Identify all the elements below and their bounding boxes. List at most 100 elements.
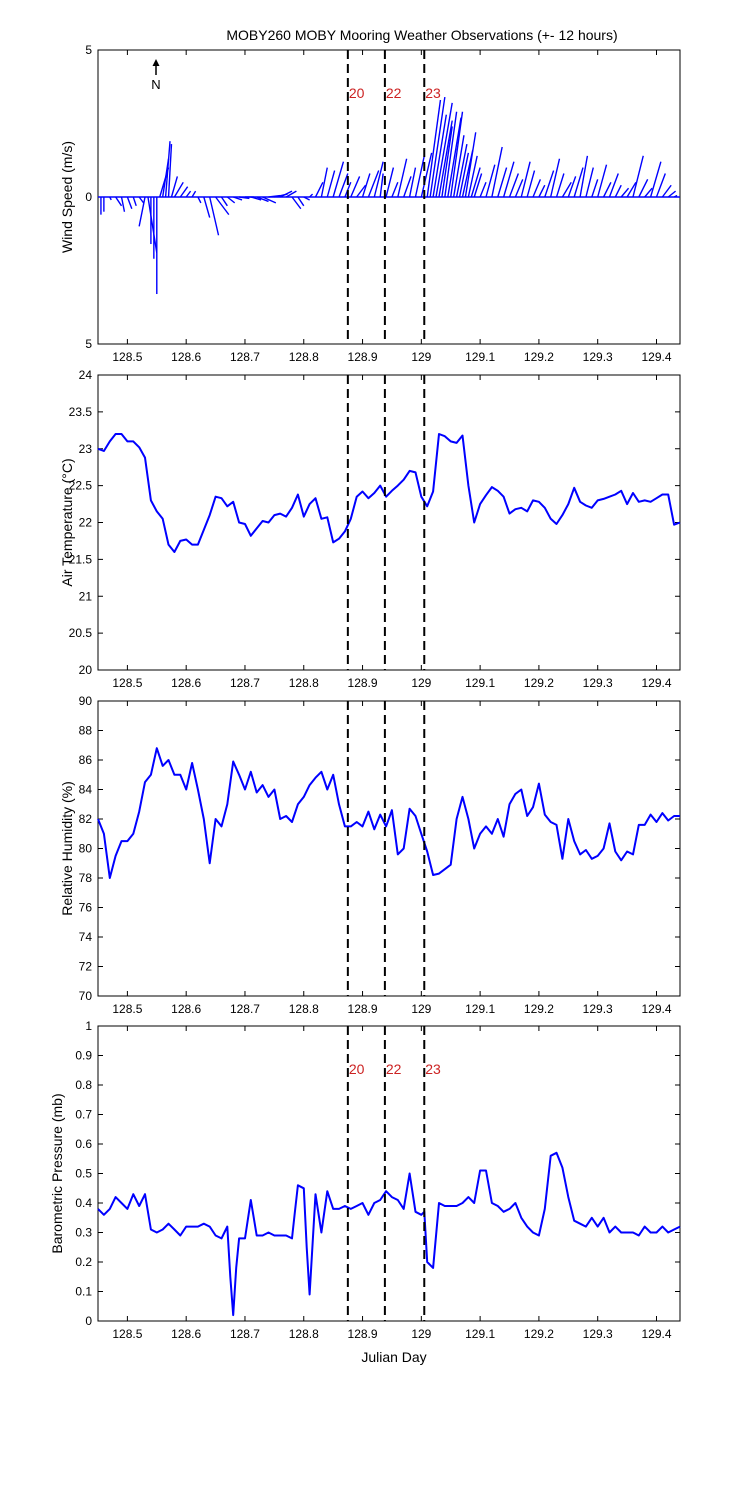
y-tick-label: 0.3 <box>75 1226 92 1240</box>
wind-vector <box>438 120 453 198</box>
wind-vector <box>467 155 478 198</box>
wind-vector <box>573 167 584 198</box>
y-tick-label: 0.5 <box>75 1167 92 1181</box>
wind-vector <box>444 111 458 198</box>
wind-vector <box>638 179 649 198</box>
wind-vector <box>314 181 324 198</box>
x-tick-label: 128.6 <box>171 1002 201 1016</box>
wind-vector <box>667 190 677 198</box>
wind-vector <box>391 182 399 198</box>
x-tick-label: 129.2 <box>524 1327 554 1341</box>
x-tick-label: 128.7 <box>230 350 260 364</box>
wind-vector <box>326 170 336 198</box>
x-tick-label: 128.7 <box>230 1327 260 1341</box>
y-tick-label: 22.5 <box>69 479 93 493</box>
x-tick-label: 129.2 <box>524 350 554 364</box>
x-tick-label: 129.4 <box>641 350 671 364</box>
x-tick-label: 129.1 <box>465 676 495 690</box>
x-tick-label: 128.9 <box>348 1002 378 1016</box>
wind-vector <box>508 173 519 198</box>
wind-vector <box>138 196 146 227</box>
humidity-y-axis-label: Relative Humidity (%) <box>59 781 75 916</box>
wind-vector <box>408 167 417 198</box>
wind-vector <box>673 194 678 198</box>
wind-vector <box>297 196 305 207</box>
x-tick-label: 128.5 <box>112 1327 142 1341</box>
wind-vector <box>447 117 462 198</box>
y-tick-label: 0.1 <box>75 1285 92 1299</box>
wind-vector <box>608 173 619 198</box>
wind-vector <box>497 167 508 198</box>
wind-vector <box>514 179 524 198</box>
wind-vector <box>479 182 487 198</box>
wind-vector <box>120 196 126 212</box>
x-tick-label: 128.8 <box>289 1002 319 1016</box>
y-tick-label: 0.2 <box>75 1255 92 1269</box>
wind-vector <box>332 161 345 198</box>
wind-vector <box>538 184 546 198</box>
wind-vector <box>350 176 361 198</box>
wind-vector <box>441 126 453 198</box>
wind-vector <box>373 161 384 198</box>
wind-vector <box>585 167 594 198</box>
pressure-series-line <box>97 1151 681 1317</box>
x-tick-label: 129.1 <box>465 350 495 364</box>
x-tick-label: 128.5 <box>112 1002 142 1016</box>
north-label: N <box>151 77 160 92</box>
y-tick-label: 20 <box>79 663 93 677</box>
wind-vector <box>203 196 211 218</box>
wind-vector <box>309 193 314 198</box>
figure-title: MOBY260 MOBY Mooring Weather Observation… <box>226 27 617 43</box>
wind-vector <box>164 141 171 198</box>
wind-y-axis-label: Wind Speed (m/s) <box>59 141 75 253</box>
x-tick-label: 129.1 <box>465 1002 495 1016</box>
wind-vector <box>649 161 662 198</box>
temperature-axes-frame <box>97 374 681 671</box>
humidity-axes-frame <box>97 700 681 997</box>
y-tick-label: 0 <box>85 190 92 204</box>
y-tick-label: 0.8 <box>75 1078 92 1092</box>
wind-vector <box>170 176 179 198</box>
pressure-y-axis-label: Barometric Pressure (mb) <box>49 1093 65 1253</box>
wind-vector <box>367 170 380 198</box>
x-tick-label: 128.8 <box>289 1327 319 1341</box>
x-tick-label: 129 <box>411 1002 431 1016</box>
panels-group: 128.5 128.6 128.7 128.8 128.9 129 129.1 129.2 12… <box>49 43 681 1341</box>
wind-vector <box>544 170 555 198</box>
x-tick-label: 129.1 <box>465 1327 495 1341</box>
x-tick-label: 129.4 <box>641 1327 671 1341</box>
wind-vector <box>285 190 297 198</box>
y-tick-label: 76 <box>79 901 93 915</box>
wind-vector <box>220 196 228 207</box>
humidity-panel: 128.5 128.6 128.7 128.8 128.9 129 129.1 129.2 12… <box>59 694 681 1016</box>
event-marker-label: 23 <box>425 85 441 101</box>
y-tick-label: 90 <box>79 694 93 708</box>
wind-vector <box>344 182 352 198</box>
wind-vector <box>455 143 468 198</box>
x-tick-label: 129.2 <box>524 676 554 690</box>
wind-vector <box>632 155 644 198</box>
x-tick-label: 128.9 <box>348 1327 378 1341</box>
wind-vector <box>250 196 262 201</box>
wind-vector <box>126 196 133 210</box>
y-tick-label: 70 <box>79 989 93 1003</box>
wind-vector <box>579 155 589 198</box>
wind-vector <box>502 161 515 198</box>
x-tick-label: 129.4 <box>641 1002 671 1016</box>
wind-vector <box>432 114 448 198</box>
y-tick-label: 78 <box>79 871 93 885</box>
wind-vector <box>138 196 145 204</box>
wind-vector <box>450 111 464 198</box>
x-tick-label: 128.6 <box>171 676 201 690</box>
x-tick-label: 129.4 <box>641 676 671 690</box>
event-marker-label: 22 <box>386 1061 402 1077</box>
y-tick-label: 21.5 <box>69 552 93 566</box>
x-tick-label: 128.9 <box>348 676 378 690</box>
x-tick-label: 128.6 <box>171 1327 201 1341</box>
y-tick-label: 74 <box>79 930 93 944</box>
y-tick-label: 0.6 <box>75 1137 92 1151</box>
wind-vector <box>626 181 637 198</box>
event-marker-label: 22 <box>386 85 402 101</box>
wind-vector <box>526 170 536 198</box>
